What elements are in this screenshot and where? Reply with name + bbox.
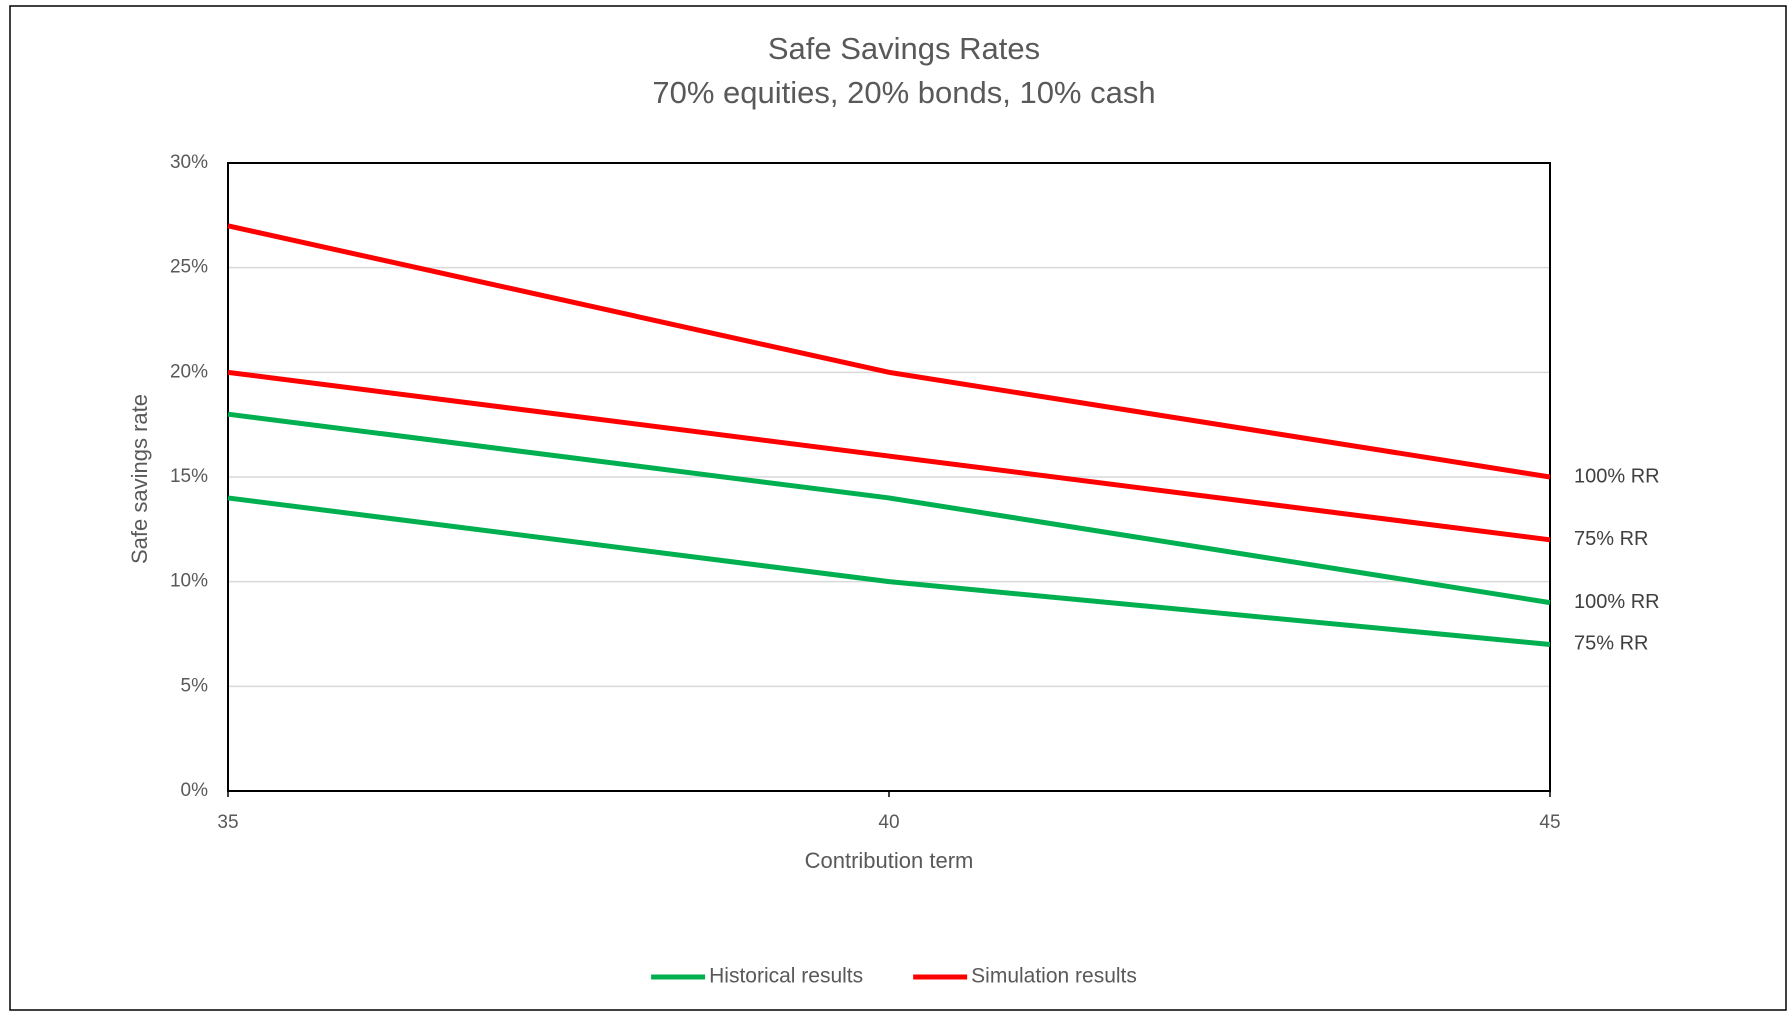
- chart-subtitle: 70% equities, 20% bonds, 10% cash: [652, 75, 1155, 110]
- y-tick-label: 25%: [170, 257, 208, 278]
- y-tick-label: 15%: [170, 466, 208, 487]
- series-end-label: 100% RR: [1574, 591, 1660, 613]
- legend-text: Simulation results: [971, 965, 1137, 988]
- series-line: [227, 223, 1551, 480]
- x-tick-label: 40: [878, 812, 899, 833]
- legend-item: Historical results: [651, 965, 863, 988]
- x-tick-label: 45: [1539, 812, 1560, 833]
- y-tick-label: 10%: [170, 571, 208, 592]
- legend-item: Simulation results: [913, 965, 1137, 988]
- series-end-label: 75% RR: [1574, 633, 1648, 655]
- legend-text: Historical results: [709, 965, 863, 988]
- series-line: [227, 411, 1551, 606]
- y-tick-label: 5%: [181, 675, 209, 696]
- y-tick-label: 20%: [170, 361, 208, 382]
- series-end-label: 75% RR: [1574, 528, 1648, 550]
- series-end-label: 100% RR: [1574, 465, 1660, 487]
- legend: Historical results Simulation results: [651, 965, 1137, 988]
- series-line: [227, 495, 1551, 647]
- y-tick-label: 30%: [170, 152, 208, 173]
- y-tick-label: 0%: [181, 780, 209, 801]
- chart-title: Safe Savings Rates: [768, 31, 1040, 66]
- x-axis-title: Contribution term: [805, 848, 974, 873]
- y-axis-title: Safe savings rate: [127, 394, 152, 564]
- series-line: [227, 369, 1551, 543]
- chart-border: [9, 5, 1787, 1011]
- x-tick-label: 35: [217, 812, 238, 833]
